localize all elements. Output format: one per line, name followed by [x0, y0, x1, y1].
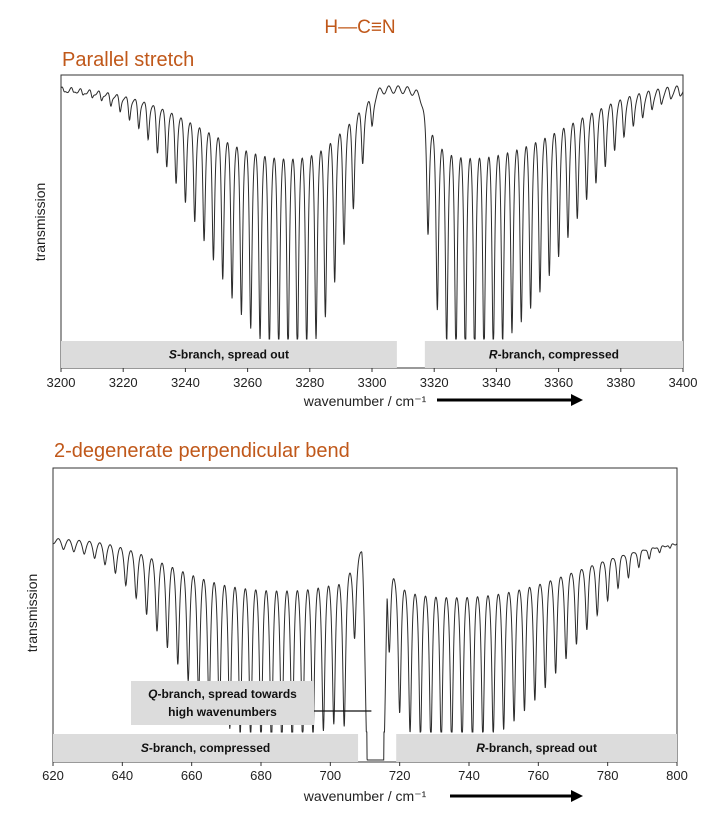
x-tick-label: 760 [527, 768, 549, 783]
x-tick-label: 640 [111, 768, 133, 783]
branch-band [396, 734, 677, 762]
molecule-formula: H—C≡N [324, 17, 395, 38]
x-tick-label: 3260 [233, 375, 262, 390]
x-tick-label: 3400 [669, 375, 698, 390]
x-tick-label: 700 [319, 768, 341, 783]
q-branch-label-line2: high wavenumbers [168, 705, 277, 719]
x-tick-label: 680 [250, 768, 272, 783]
x-tick-label: 740 [458, 768, 480, 783]
spectrum-line [52, 538, 678, 761]
chart-parallel-stretch: Parallel stretch S-branch, spread out R-br… [32, 49, 697, 409]
direction-arrow-head [571, 790, 583, 802]
x-tick-label: 3360 [544, 375, 573, 390]
x-axis-label: wavenumber / cm⁻¹ [303, 393, 427, 409]
branch-label: R-branch, spread out [476, 741, 597, 755]
spectrum-line [60, 85, 684, 340]
direction-arrow-head [571, 394, 583, 406]
branch-label: S-branch, spread out [169, 348, 289, 362]
x-tick-label: 3300 [358, 375, 387, 390]
q-branch-label: Q-branch, spread towards [148, 687, 297, 701]
x-tick-label: 3380 [606, 375, 635, 390]
x-tick-label: 780 [597, 768, 619, 783]
x-tick-label: 3320 [420, 375, 449, 390]
x-tick-label: 3280 [295, 375, 324, 390]
branch-band [61, 341, 397, 368]
chart-title: Parallel stretch [62, 49, 194, 71]
plot-frame [52, 467, 678, 763]
chart-title: 2-degenerate perpendicular bend [54, 440, 350, 462]
branch-band [424, 341, 683, 368]
chart-perpendicular-bend: 2-degenerate perpendicular bend S-branch,… [24, 440, 688, 804]
branch-band [53, 734, 359, 762]
x-tick-label: 3340 [482, 375, 511, 390]
x-tick-label: 3240 [171, 375, 200, 390]
branch-label: R-branch, compressed [489, 348, 619, 362]
x-tick-label: 3220 [109, 375, 138, 390]
x-tick-label: 3200 [47, 375, 76, 390]
x-tick-label: 720 [389, 768, 411, 783]
y-axis-label: transmission [24, 574, 40, 653]
plot-frame [60, 74, 684, 369]
x-tick-label: 620 [42, 768, 64, 783]
y-axis-label: transmission [32, 183, 48, 262]
x-tick-label: 660 [181, 768, 203, 783]
q-branch-box [131, 681, 314, 725]
x-tick-label: 800 [666, 768, 688, 783]
branch-label: S-branch, compressed [141, 741, 270, 755]
x-axis-label: wavenumber / cm⁻¹ [303, 788, 427, 804]
